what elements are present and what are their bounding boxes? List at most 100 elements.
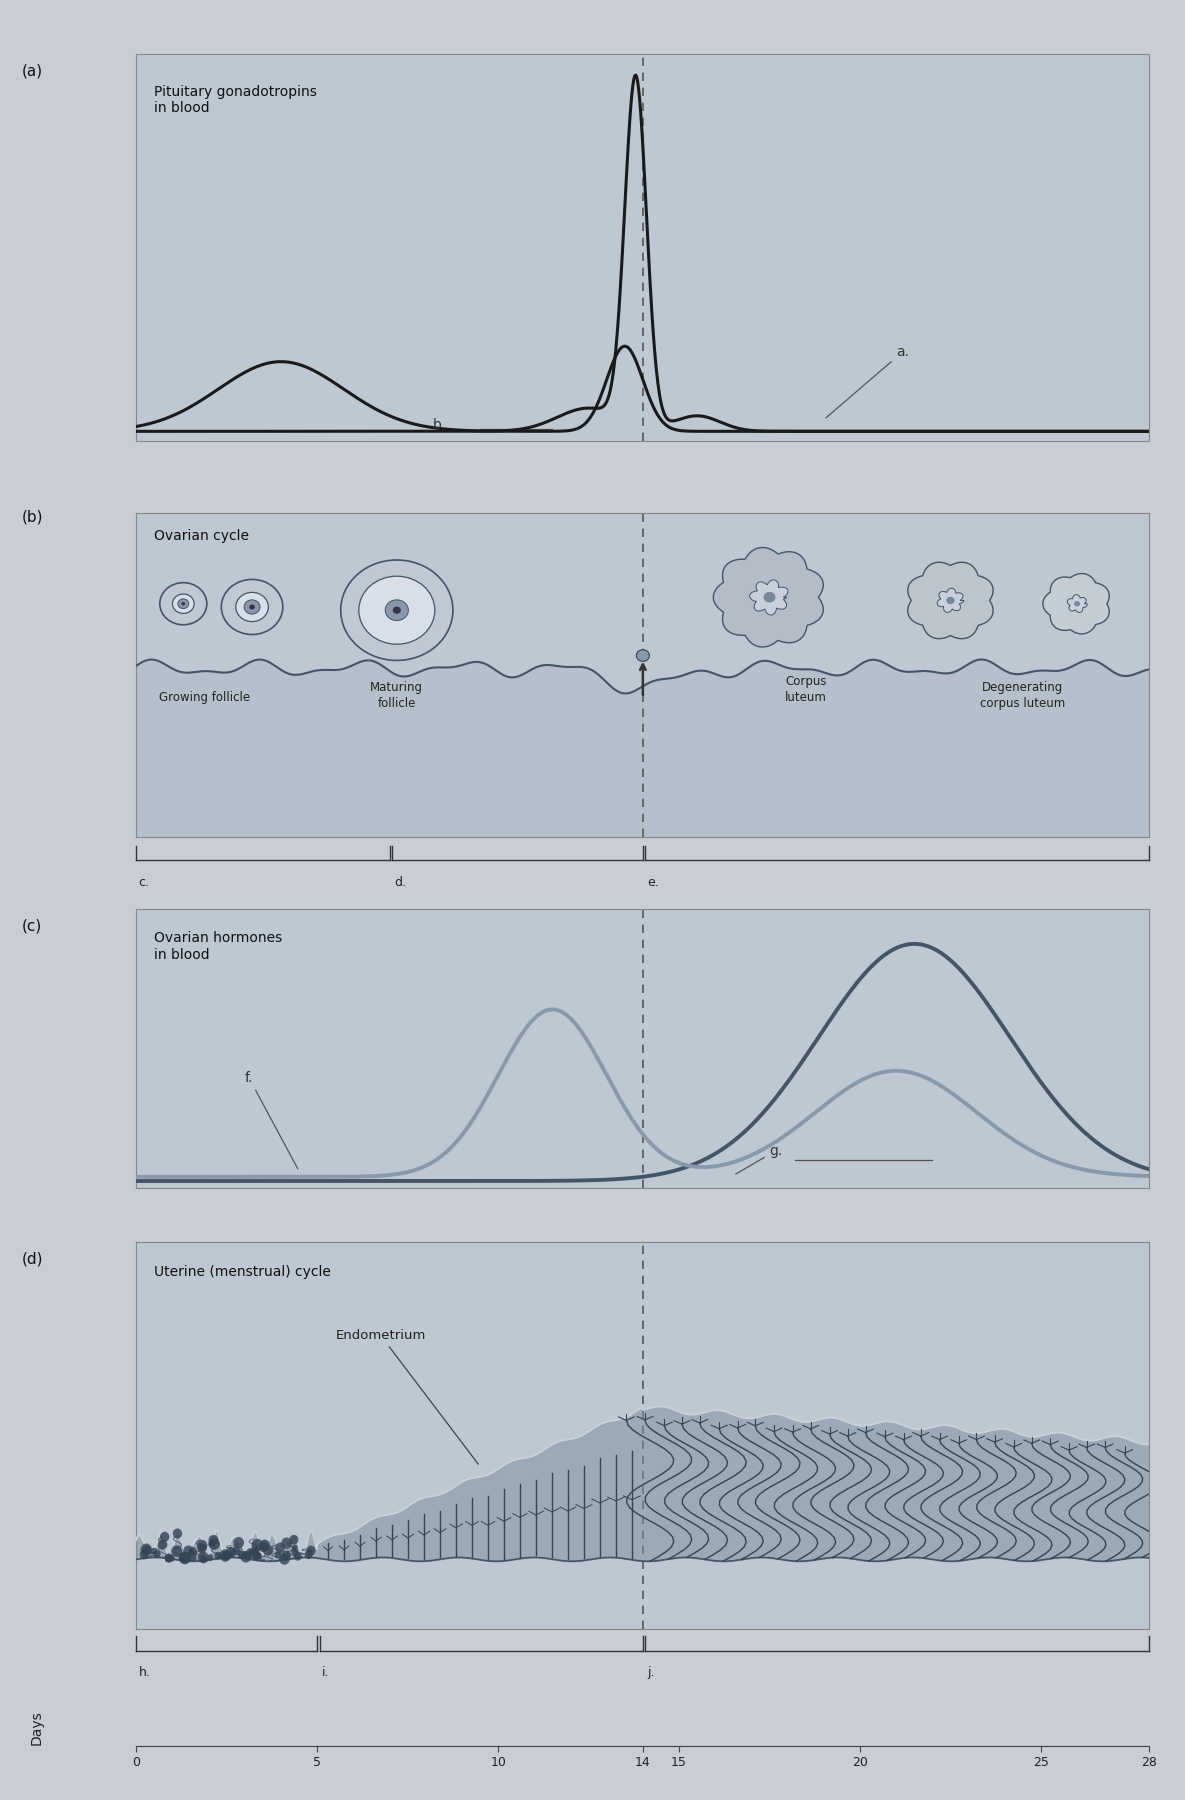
Text: b.: b. — [433, 418, 447, 432]
Circle shape — [154, 1550, 161, 1557]
Polygon shape — [1068, 594, 1087, 612]
Text: a.: a. — [826, 346, 909, 418]
Circle shape — [294, 1552, 302, 1561]
Text: Degenerating
corpus luteum: Degenerating corpus luteum — [980, 682, 1065, 711]
Circle shape — [226, 1546, 236, 1557]
Circle shape — [282, 1550, 292, 1561]
Circle shape — [636, 650, 649, 661]
Circle shape — [223, 1552, 230, 1561]
Text: c.: c. — [139, 875, 149, 889]
Circle shape — [236, 592, 268, 621]
Circle shape — [140, 1550, 148, 1559]
Circle shape — [241, 1552, 251, 1562]
Text: Uterine (menstrual) cycle: Uterine (menstrual) cycle — [154, 1265, 332, 1280]
Circle shape — [246, 1548, 254, 1555]
Polygon shape — [713, 547, 824, 646]
Circle shape — [254, 1552, 262, 1561]
Circle shape — [171, 1544, 182, 1557]
Circle shape — [1074, 601, 1080, 607]
Circle shape — [178, 599, 188, 608]
Text: Endometrium: Endometrium — [335, 1328, 479, 1463]
Circle shape — [190, 1548, 197, 1555]
Polygon shape — [750, 580, 788, 616]
Circle shape — [141, 1543, 152, 1555]
Circle shape — [150, 1548, 158, 1553]
Text: g.: g. — [736, 1143, 783, 1174]
Circle shape — [307, 1546, 315, 1555]
Text: Maturing
follicle: Maturing follicle — [370, 682, 423, 711]
Circle shape — [214, 1552, 222, 1561]
Circle shape — [160, 583, 207, 625]
Circle shape — [243, 1552, 249, 1557]
Circle shape — [226, 1552, 233, 1559]
Circle shape — [244, 599, 260, 614]
Circle shape — [238, 1550, 245, 1559]
Circle shape — [198, 1552, 209, 1564]
Circle shape — [198, 1543, 206, 1553]
Text: Ovarian cycle: Ovarian cycle — [154, 529, 249, 544]
Text: i.: i. — [322, 1665, 329, 1679]
Circle shape — [207, 1553, 213, 1561]
Circle shape — [258, 1541, 269, 1552]
Circle shape — [392, 607, 401, 614]
Text: (c): (c) — [21, 918, 41, 934]
Circle shape — [249, 1548, 260, 1559]
Circle shape — [260, 1539, 270, 1550]
Circle shape — [292, 1548, 299, 1555]
Circle shape — [341, 560, 453, 661]
Text: h.: h. — [139, 1665, 150, 1679]
Circle shape — [158, 1539, 167, 1550]
Circle shape — [219, 1550, 231, 1562]
Text: Growing follicle: Growing follicle — [160, 691, 250, 704]
Circle shape — [385, 599, 409, 621]
Circle shape — [179, 1552, 191, 1564]
Circle shape — [280, 1553, 290, 1564]
Circle shape — [209, 1537, 219, 1550]
Circle shape — [275, 1552, 281, 1559]
Text: d.: d. — [395, 875, 406, 889]
Circle shape — [209, 1541, 214, 1548]
Text: (d): (d) — [21, 1251, 43, 1267]
Text: Corpus
luteum: Corpus luteum — [784, 675, 827, 704]
Circle shape — [187, 1552, 197, 1561]
Circle shape — [281, 1537, 292, 1550]
Circle shape — [275, 1543, 286, 1553]
Circle shape — [947, 598, 955, 605]
Polygon shape — [1043, 574, 1109, 634]
Circle shape — [168, 1555, 174, 1562]
Polygon shape — [937, 589, 963, 612]
Circle shape — [233, 1537, 244, 1548]
Circle shape — [179, 1552, 190, 1564]
Circle shape — [232, 1546, 241, 1555]
Circle shape — [143, 1546, 150, 1555]
Circle shape — [165, 1553, 173, 1562]
Circle shape — [292, 1544, 297, 1552]
Circle shape — [184, 1546, 194, 1557]
Circle shape — [222, 1552, 230, 1561]
Circle shape — [251, 1539, 263, 1552]
Circle shape — [252, 1552, 261, 1559]
Circle shape — [173, 1528, 182, 1539]
Text: j.: j. — [647, 1665, 655, 1679]
Polygon shape — [908, 562, 993, 639]
Circle shape — [307, 1548, 313, 1555]
Circle shape — [165, 1555, 172, 1562]
Circle shape — [763, 592, 775, 603]
Circle shape — [209, 1535, 218, 1546]
Circle shape — [263, 1544, 273, 1555]
Circle shape — [160, 1532, 169, 1543]
Circle shape — [199, 1555, 206, 1562]
Text: f.: f. — [245, 1071, 297, 1168]
Text: Days: Days — [30, 1710, 44, 1746]
Text: Ovarian hormones
in blood: Ovarian hormones in blood — [154, 931, 282, 961]
Text: (b): (b) — [21, 509, 43, 526]
Circle shape — [305, 1550, 313, 1559]
Circle shape — [173, 594, 194, 614]
Circle shape — [222, 580, 283, 634]
Circle shape — [289, 1535, 299, 1544]
Text: Pituitary gonadotropins
in blood: Pituitary gonadotropins in blood — [154, 85, 318, 115]
Circle shape — [197, 1539, 207, 1552]
Circle shape — [252, 1546, 260, 1553]
Text: e.: e. — [647, 875, 659, 889]
Circle shape — [249, 605, 255, 610]
